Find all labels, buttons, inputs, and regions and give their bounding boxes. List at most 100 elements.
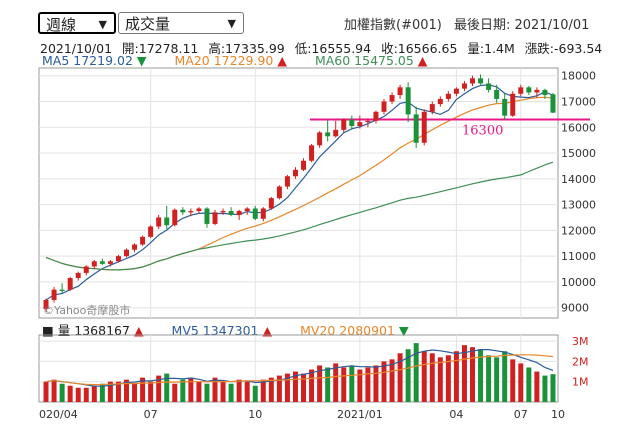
volume-bar <box>172 383 178 402</box>
mv20-legend: MV20 2080901 ▼ <box>300 323 409 338</box>
indicator-select[interactable]: 成交量 ▼ <box>118 12 244 34</box>
volume-bar <box>180 379 186 402</box>
ma5-legend: MA5 17219.02 ▼ <box>42 53 147 68</box>
candle-body <box>397 87 403 96</box>
price-tick-label: 17000 <box>561 96 596 109</box>
indicator-select-value: 成交量 <box>125 15 171 33</box>
candle-body <box>429 104 435 112</box>
candle-body <box>365 120 371 123</box>
candle-body <box>180 209 186 213</box>
candle-body <box>325 132 331 137</box>
volume-bar <box>325 367 331 402</box>
volume-bar <box>502 351 508 402</box>
volume-bar <box>107 381 113 402</box>
candle-body <box>107 261 113 264</box>
volume-bar <box>526 367 532 402</box>
x-tick-label: 10 <box>551 408 565 421</box>
volume-bar <box>75 387 81 402</box>
vol-legend: ■ 量 1368167 ▲ <box>42 323 144 338</box>
candle-body <box>502 98 508 116</box>
candle-body <box>317 132 323 146</box>
volume-bar <box>397 353 403 402</box>
volume-bar <box>196 381 202 402</box>
volume-bar <box>341 367 347 402</box>
candle-body <box>260 208 266 219</box>
volume-bar <box>478 349 484 402</box>
chevron-down-icon: ▼ <box>227 17 236 30</box>
candle-body <box>453 88 459 94</box>
volume-bar <box>357 369 363 402</box>
volume-bar <box>550 374 556 402</box>
volume-tick-label: 1M <box>572 376 589 389</box>
volume-bar <box>204 383 210 402</box>
volume-bar <box>59 383 65 402</box>
candle-body <box>99 261 105 264</box>
volume-bar <box>123 379 129 402</box>
ohlc-volume: 量:1.4M <box>467 41 515 56</box>
volume-bar <box>132 383 138 402</box>
candle-body <box>204 208 210 224</box>
candle-body <box>357 122 363 126</box>
candle-body <box>83 266 89 273</box>
volume-bar <box>534 371 540 402</box>
volume-bar <box>51 379 57 402</box>
volume-bar <box>220 381 226 402</box>
volume-bar <box>228 383 234 402</box>
volume-bar <box>99 383 105 402</box>
period-select-value: 週線 <box>46 16 77 34</box>
candle-body <box>51 289 57 300</box>
mv5-line <box>45 349 554 387</box>
chart-header: 加權指數(#001) 最後日期: 2021/10/01 <box>344 14 589 33</box>
period-select[interactable]: 週線 ▼ <box>38 12 116 34</box>
price-tick-label: 18000 <box>561 70 596 83</box>
ohlc-low: 低:16555.94 <box>294 41 372 56</box>
candle-body <box>292 169 298 177</box>
candle-body <box>284 176 290 187</box>
ma60-line <box>45 161 554 271</box>
up-arrow-icon: ▲ <box>262 323 273 338</box>
candle-body <box>421 111 427 143</box>
volume-bar <box>212 377 218 402</box>
volume-bar <box>445 355 451 402</box>
candle-body <box>405 87 411 115</box>
candle-body <box>550 94 556 113</box>
up-arrow-icon: ▲ <box>417 53 428 68</box>
up-arrow-icon: ▲ <box>133 323 144 338</box>
volume-plot-frame <box>38 334 559 403</box>
volume-bar <box>461 345 467 402</box>
candle-body <box>534 89 540 93</box>
x-tick-label: 04 <box>449 408 463 421</box>
volume-bar <box>494 357 500 402</box>
candle-body <box>244 208 250 212</box>
candle-body <box>43 299 49 309</box>
volume-bar <box>91 385 97 402</box>
mv20-line <box>45 354 554 386</box>
volume-bar <box>486 355 492 402</box>
candle-body <box>461 83 467 89</box>
candle-body <box>115 256 121 262</box>
candle-body <box>140 236 146 245</box>
price-tick-label: 15000 <box>561 147 596 160</box>
price-tick-label: 10000 <box>561 276 596 289</box>
candle-body <box>478 78 484 84</box>
x-tick-label: 10 <box>248 408 262 421</box>
volume-bar <box>309 369 315 402</box>
volume-bar <box>381 361 387 402</box>
ohlc-date: 2021/10/01 <box>40 41 113 56</box>
ma60-legend: MA60 15475.05 ▲ <box>314 53 428 68</box>
chevron-down-icon: ▼ <box>98 18 107 31</box>
candle-body <box>228 211 234 215</box>
volume-bar <box>470 347 476 402</box>
candle-body <box>494 89 500 99</box>
price-plot-frame <box>38 67 559 319</box>
ohlc-open: 開:17278.11 <box>122 41 199 56</box>
ohlc-readout: 2021/10/01 開:17278.11 高:17335.99 低:16555… <box>40 38 608 57</box>
mv5-legend: MV5 1347301 ▲ <box>171 323 273 338</box>
volume-bar <box>148 381 154 402</box>
candle-body <box>156 217 162 227</box>
candle-body <box>220 211 226 213</box>
volume-tick-label: 3M <box>572 335 589 348</box>
volume-bar <box>188 377 194 402</box>
volume-bar <box>405 349 411 402</box>
